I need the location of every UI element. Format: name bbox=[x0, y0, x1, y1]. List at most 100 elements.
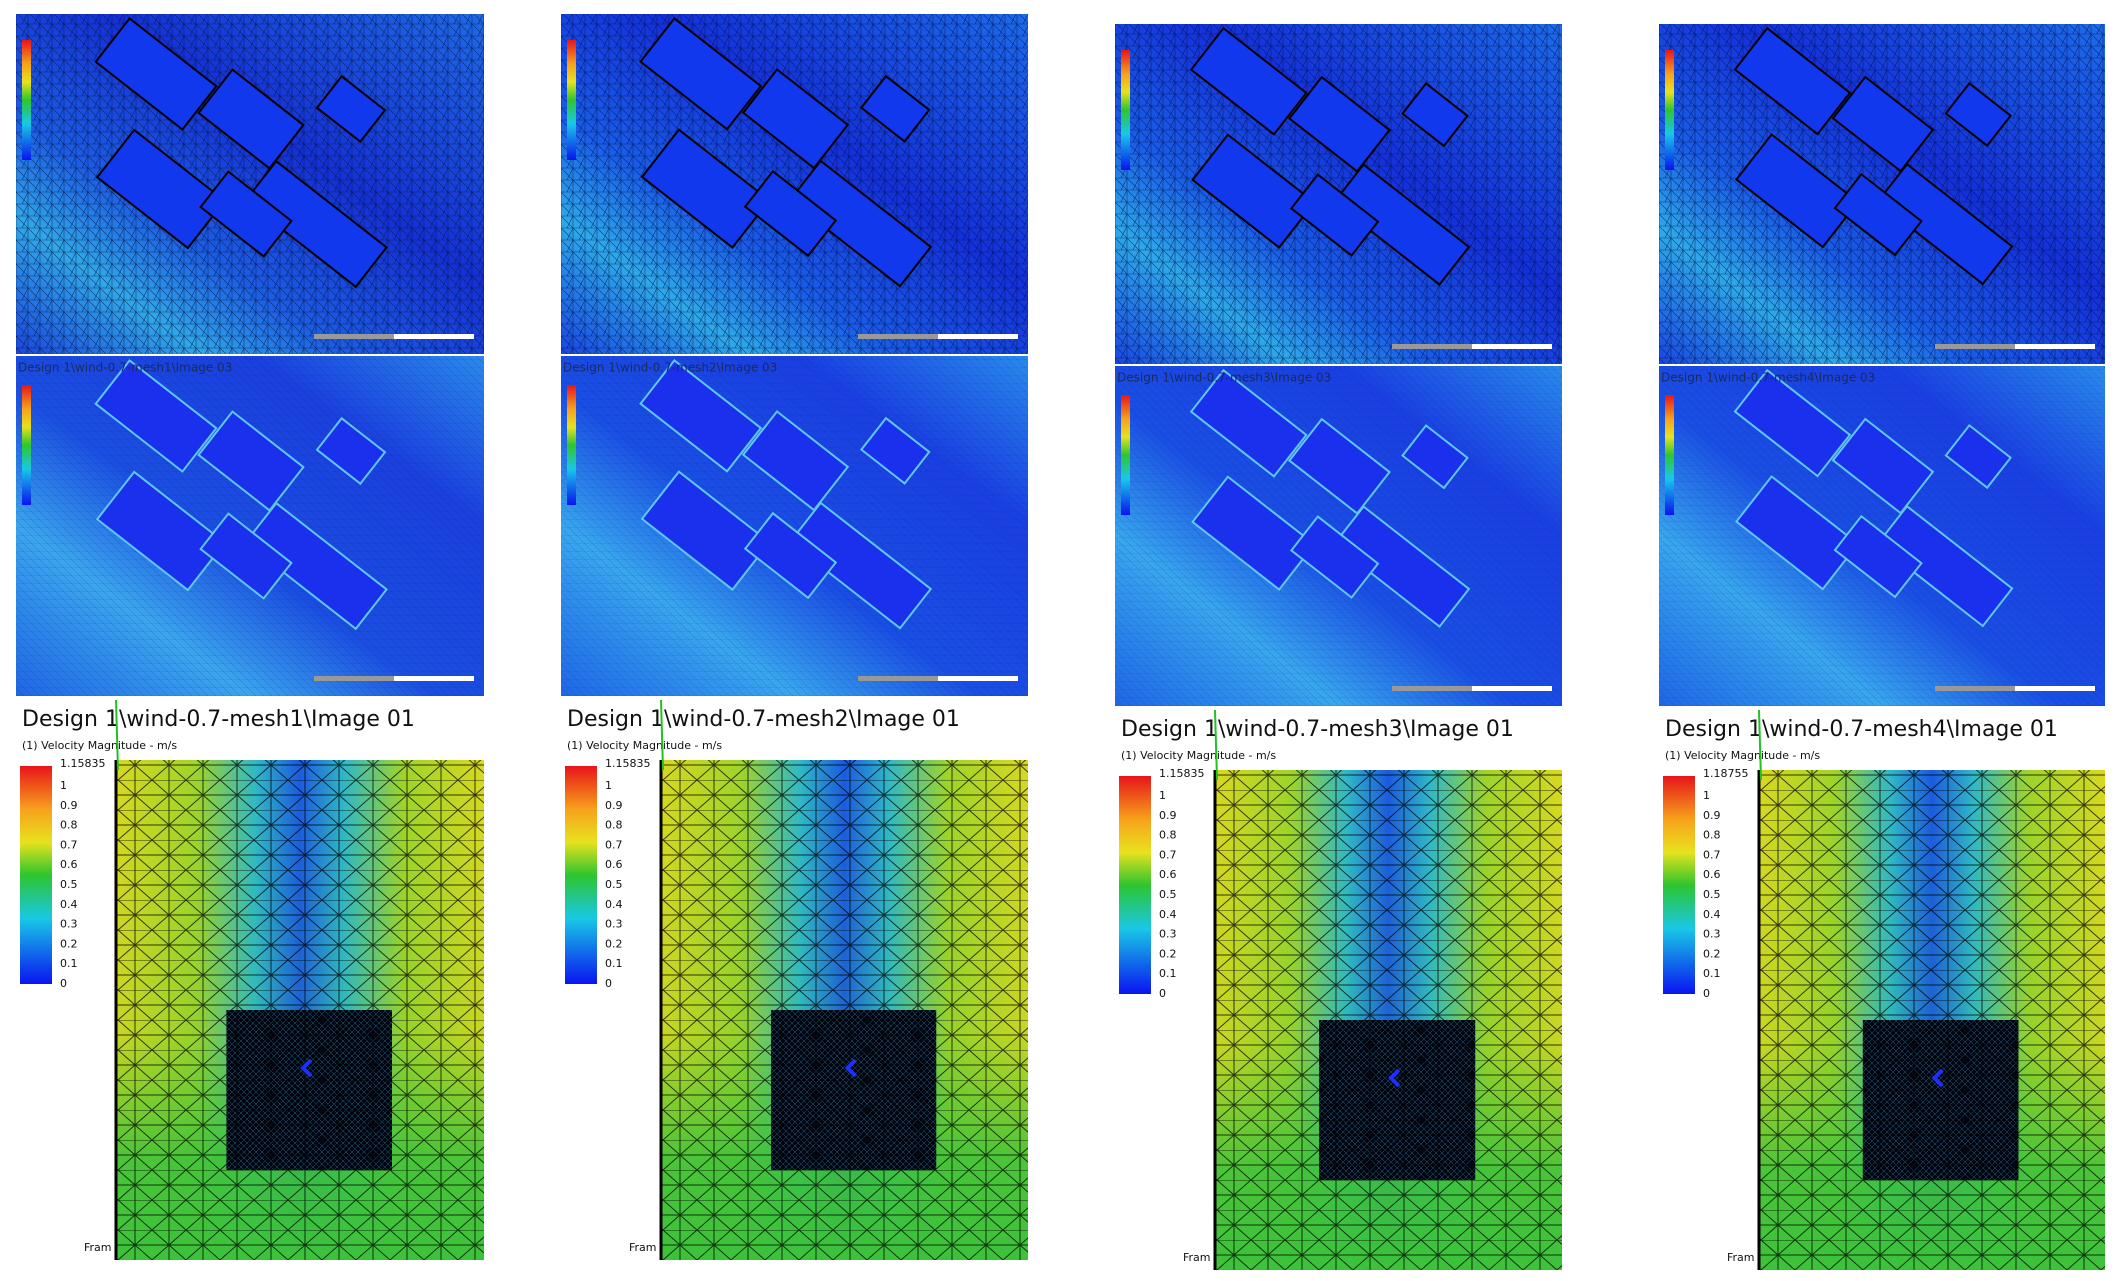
building bbox=[1401, 424, 1469, 490]
legend-tick-label: 0.8 bbox=[1703, 829, 1721, 842]
scale-bar-part bbox=[1392, 686, 1472, 691]
mesh bbox=[561, 14, 1028, 354]
building bbox=[315, 416, 387, 486]
building bbox=[1401, 82, 1469, 148]
building bbox=[315, 74, 387, 144]
building bbox=[1289, 173, 1380, 257]
legend-tick-label: 0.8 bbox=[1159, 829, 1177, 842]
legend-tick-label: 0.6 bbox=[1703, 868, 1721, 881]
legend-tick-label: 0.7 bbox=[1159, 848, 1177, 861]
building bbox=[1734, 475, 1860, 591]
building bbox=[1191, 133, 1316, 249]
legend-label: (1) Velocity Magnitude - m/s bbox=[1665, 749, 1820, 762]
building-marker bbox=[1931, 1068, 1944, 1088]
legend-tick-label: 0.2 bbox=[60, 937, 78, 950]
frame-label: Fram bbox=[1727, 1251, 1755, 1264]
legend-label: (1) Velocity Magnitude - m/s bbox=[567, 739, 722, 752]
legend-tick-label: 0.5 bbox=[605, 878, 623, 891]
legend-tick-label: 0.1 bbox=[605, 957, 623, 970]
buildings bbox=[1189, 26, 1471, 286]
legend-tick-label: 0 bbox=[1703, 987, 1710, 1000]
legend-tick-label: 1 bbox=[1159, 789, 1166, 802]
color-bar bbox=[1121, 395, 1130, 515]
buildings bbox=[94, 359, 388, 631]
scale-bar-part bbox=[1935, 344, 2015, 349]
legend-tick-label: 0.4 bbox=[1159, 908, 1177, 921]
image-title: Design 1\wind-0.7-mesh3\Image 03 bbox=[1117, 371, 1331, 385]
legend-tick-label: 0.2 bbox=[605, 937, 623, 950]
panel-column: Design 1\wind-0.7-mesh2\Image 03 Design 1… bbox=[561, 14, 1028, 1260]
axis-marker bbox=[115, 699, 119, 771]
mesh-view bbox=[561, 14, 1028, 354]
image-title: Design 1\wind-0.7-mesh1\Image 03 bbox=[18, 361, 232, 375]
building bbox=[1189, 368, 1308, 478]
panel-column: Design 1\wind-0.7-mesh4\Image 03 Design 1… bbox=[1659, 24, 2105, 1270]
building bbox=[859, 416, 931, 485]
building bbox=[95, 470, 227, 592]
scale-bar-part bbox=[1392, 344, 1472, 349]
building bbox=[743, 169, 838, 258]
legend-max: 1.15835 bbox=[60, 757, 106, 770]
building bbox=[1734, 133, 1860, 249]
section-view: Design 1\wind-0.7-mesh4\Image 01 (1) Velo… bbox=[1663, 709, 2105, 1270]
velocity-view: Design 1\wind-0.7-mesh1\Image 03 bbox=[16, 356, 484, 696]
legend-label: (1) Velocity Magnitude - m/s bbox=[1121, 749, 1276, 762]
color-bar bbox=[1121, 50, 1130, 170]
building bbox=[197, 410, 305, 512]
velocity-view: Design 1\wind-0.7-mesh3\Image 03 bbox=[1115, 366, 1562, 706]
legend-tick-label: 0.8 bbox=[605, 819, 623, 832]
color-bar bbox=[1665, 50, 1674, 170]
color-bar bbox=[565, 766, 597, 984]
building bbox=[1833, 172, 1923, 257]
legend-tick-label: 0.5 bbox=[1159, 888, 1177, 901]
panel-column: Design 1\wind-0.7-mesh1\Image 03 Design 1… bbox=[16, 14, 484, 1260]
buildings bbox=[639, 17, 933, 288]
legend-label: (1) Velocity Magnitude - m/s bbox=[22, 739, 177, 752]
legend-tick-label: 0.4 bbox=[605, 898, 623, 911]
axis-marker bbox=[1758, 709, 1762, 781]
legend-tick-label: 0.3 bbox=[1703, 928, 1721, 941]
building bbox=[640, 470, 771, 591]
legend-tick-label: 1 bbox=[1703, 789, 1710, 802]
building bbox=[859, 74, 931, 143]
legend-tick-label: 0.2 bbox=[1159, 947, 1177, 960]
building bbox=[1733, 26, 1852, 136]
legend-tick-label: 0.7 bbox=[60, 838, 78, 851]
color-bar bbox=[20, 766, 52, 984]
legend-tick-label: 0.8 bbox=[60, 819, 78, 832]
scale-bar-part bbox=[858, 676, 938, 681]
mesh-view bbox=[16, 14, 484, 354]
legend-max: 1.15835 bbox=[605, 757, 651, 770]
legend-tick-label: 0.3 bbox=[1159, 928, 1177, 941]
building bbox=[1944, 81, 2013, 148]
buildings bbox=[1733, 368, 2014, 628]
building bbox=[1332, 163, 1471, 286]
building bbox=[741, 68, 850, 170]
legend-tick-label: 0.3 bbox=[605, 918, 623, 931]
building bbox=[788, 501, 933, 630]
color-bar bbox=[567, 40, 576, 160]
legend-tick-label: 0 bbox=[605, 977, 612, 990]
building bbox=[1876, 162, 2014, 286]
scale-bar-part bbox=[314, 334, 394, 339]
building bbox=[1191, 475, 1316, 591]
color-bar bbox=[22, 40, 31, 160]
legend-tick-label: 0.9 bbox=[1703, 809, 1721, 822]
image-title: Design 1\wind-0.7-mesh3\Image 01 bbox=[1121, 717, 1514, 742]
mesh bbox=[16, 356, 484, 696]
legend-tick-label: 1 bbox=[60, 779, 67, 792]
legend-tick-label: 0.1 bbox=[1703, 967, 1721, 980]
color-bar bbox=[1665, 395, 1674, 515]
scale-bar-part bbox=[1935, 686, 2015, 691]
color-bar bbox=[567, 385, 576, 505]
frame-label: Fram bbox=[84, 1241, 112, 1254]
building bbox=[639, 359, 763, 473]
building bbox=[640, 128, 771, 249]
section-view: Design 1\wind-0.7-mesh3\Image 01 (1) Velo… bbox=[1119, 709, 1562, 1270]
axis-marker bbox=[660, 699, 664, 771]
building bbox=[1733, 368, 1852, 478]
building bbox=[788, 159, 933, 288]
velocity-view: Design 1\wind-0.7-mesh2\Image 03 bbox=[561, 356, 1028, 696]
mesh-view bbox=[1115, 24, 1562, 364]
